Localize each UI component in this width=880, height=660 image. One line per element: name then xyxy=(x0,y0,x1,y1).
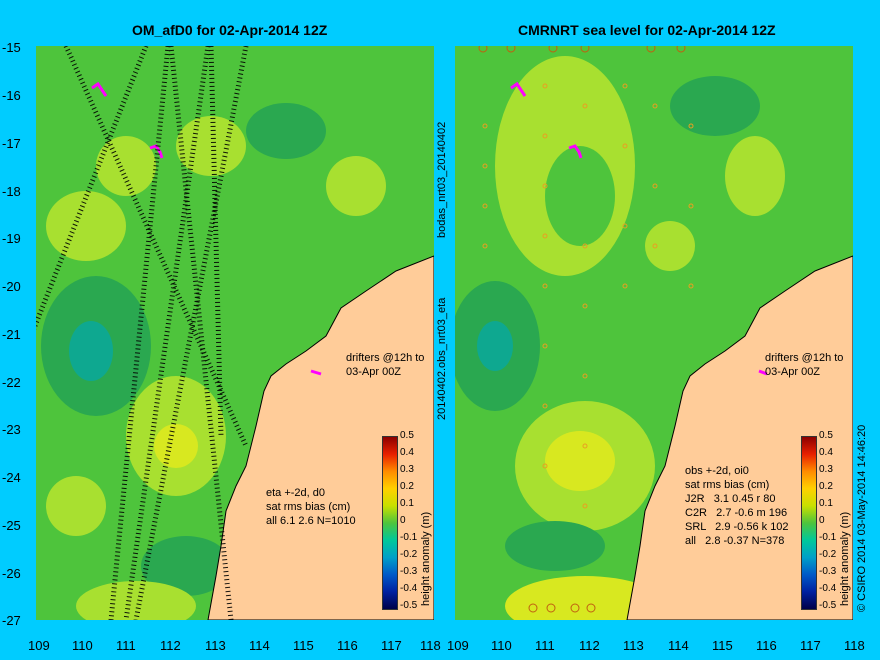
y-tick: -19 xyxy=(2,231,21,246)
x-tick: 113 xyxy=(623,638,644,653)
left-stats-note: eta +-2d, d0 sat rms bias (cm) all 6.1 2… xyxy=(266,487,356,527)
left-cbar-tick: -0.3 xyxy=(400,566,418,577)
right-colorbar-label: height anomaly (m) xyxy=(839,511,851,606)
right-cbar-tick: 0 xyxy=(819,515,825,526)
y-tick: -20 xyxy=(2,279,21,294)
y-tick: -17 xyxy=(2,136,21,151)
x-tick: 112 xyxy=(579,638,600,653)
x-tick: 114 xyxy=(249,638,270,653)
x-tick: 118 xyxy=(844,638,865,653)
x-tick: 115 xyxy=(712,638,733,653)
right-map-canvas xyxy=(455,46,853,620)
left-cbar-tick: 0.3 xyxy=(400,464,414,475)
y-tick: -16 xyxy=(2,88,21,103)
x-tick: 109 xyxy=(447,638,469,653)
left-colorbar-label: height anomaly (m) xyxy=(420,511,432,606)
right-cbar-tick: 0.1 xyxy=(819,498,833,509)
right-map-panel: drifters @12h to 03-Apr 00Z obs +-2d, oi… xyxy=(455,46,853,620)
x-tick: 109 xyxy=(28,638,50,653)
left-cbar-tick: 0.1 xyxy=(400,498,414,509)
right-cbar-tick: 0.2 xyxy=(819,481,833,492)
left-cbar-tick: -0.5 xyxy=(400,600,418,611)
x-tick: 113 xyxy=(205,638,226,653)
left-cbar-tick: -0.1 xyxy=(400,532,418,543)
right-drifters-note: drifters @12h to 03-Apr 00Z xyxy=(765,352,844,378)
left-cbar-tick: 0.4 xyxy=(400,447,414,458)
right-colorbar xyxy=(801,436,817,610)
right-map-title: CMRNRT sea level for 02-Apr-2014 12Z xyxy=(518,22,776,38)
right-cbar-tick: 0.3 xyxy=(819,464,833,475)
right-cbar-tick: -0.2 xyxy=(819,549,837,560)
y-tick: -24 xyxy=(2,470,21,485)
right-stats-note: obs +-2d, oi0 sat rms bias (cm) J2R 3.1 … xyxy=(685,465,789,547)
left-cbar-tick: -0.2 xyxy=(400,549,418,560)
x-tick: 114 xyxy=(668,638,689,653)
right-cbar-tick: -0.1 xyxy=(819,532,837,543)
x-tick: 111 xyxy=(116,638,136,653)
left-cbar-tick: 0 xyxy=(400,515,406,526)
left-colorbar xyxy=(382,436,398,610)
credit-label: © CSIRO 2014 03-May-2014 14:46:20 xyxy=(856,424,868,612)
right-cbar-tick: 0.5 xyxy=(819,430,833,441)
y-tick: -27 xyxy=(2,613,21,628)
left-map-title: OM_afD0 for 02-Apr-2014 12Z xyxy=(132,22,328,38)
left-map-canvas xyxy=(36,46,434,620)
right-cbar-tick: -0.3 xyxy=(819,566,837,577)
y-tick: -26 xyxy=(2,566,21,581)
right-cbar-tick: -0.5 xyxy=(819,600,837,611)
y-tick: -25 xyxy=(2,518,21,533)
x-tick: 110 xyxy=(491,638,512,653)
x-tick: 115 xyxy=(293,638,314,653)
left-cbar-tick: 0.5 xyxy=(400,430,414,441)
left-cbar-tick: -0.4 xyxy=(400,583,418,594)
y-tick: -21 xyxy=(2,327,21,342)
vertical-label-obs: 20140402.obs_nrt03_eta xyxy=(436,297,448,420)
left-cbar-tick: 0.2 xyxy=(400,481,414,492)
left-map-panel: drifters @12h to 03-Apr 00Z eta +-2d, d0… xyxy=(36,46,434,620)
x-tick: 118 xyxy=(420,638,441,653)
y-tick: -23 xyxy=(2,422,21,437)
y-tick: -15 xyxy=(2,40,21,55)
x-tick: 110 xyxy=(72,638,93,653)
x-tick: 117 xyxy=(381,638,402,653)
right-cbar-tick: -0.4 xyxy=(819,583,837,594)
left-drifters-note: drifters @12h to 03-Apr 00Z xyxy=(346,352,425,378)
right-cbar-tick: 0.4 xyxy=(819,447,833,458)
x-tick: 116 xyxy=(337,638,358,653)
x-tick: 111 xyxy=(535,638,555,653)
y-tick: -18 xyxy=(2,184,21,199)
y-tick: -22 xyxy=(2,375,21,390)
vertical-label-bodas: bodas_nrt03_20140402 xyxy=(436,121,448,238)
x-tick: 112 xyxy=(160,638,181,653)
x-tick: 116 xyxy=(756,638,777,653)
x-tick: 117 xyxy=(800,638,821,653)
